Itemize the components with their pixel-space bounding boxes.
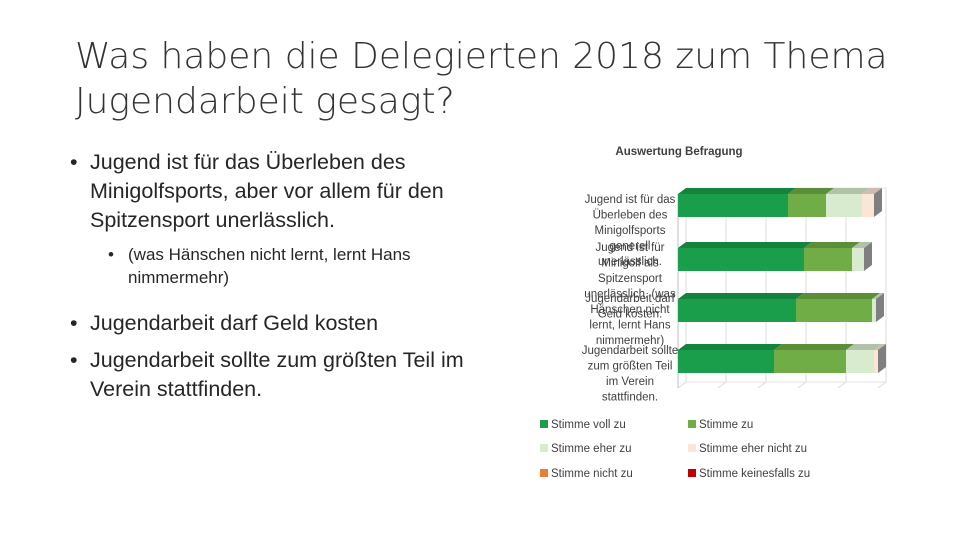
legend-label: Stimme keinesfalls zu — [699, 468, 810, 480]
bar-segment — [862, 194, 874, 217]
category-label: nimmermehr) — [596, 335, 665, 347]
bar-segment-top — [872, 293, 884, 299]
category-label: lernt, lernt Hans — [589, 320, 670, 332]
bar-segment-top — [788, 188, 834, 194]
bar-segment — [826, 194, 862, 217]
bar-end-cap — [874, 188, 882, 217]
legend-swatch — [540, 420, 548, 428]
chart-title: Auswertung Befragung — [615, 146, 742, 158]
bar-end-cap — [864, 242, 872, 271]
bar-segment — [678, 299, 796, 322]
legend-swatch — [540, 469, 548, 477]
gridline-floor — [837, 381, 847, 389]
bar-segment-top — [774, 344, 854, 350]
legend-label: Stimme voll zu — [551, 419, 626, 431]
sub-bullet-item: • (was Hänschen nicht lernt, lernt Hans … — [70, 243, 470, 289]
bar-segment — [678, 350, 774, 373]
bar-segment-top — [874, 344, 886, 350]
bar-segment-top — [862, 188, 882, 194]
slide-title-line-1: Was haben die Delegierten 2018 zum Thema — [75, 36, 888, 77]
bar-end-cap — [876, 293, 884, 322]
bar-segment — [804, 248, 852, 271]
category-label: stattfinden. — [602, 392, 658, 404]
legend-label: Stimme zu — [699, 419, 753, 431]
category-label: Jugend ist für das — [585, 194, 676, 206]
bar-segment-top — [678, 242, 812, 248]
bar-segment-top — [796, 293, 880, 299]
bar-segment-top — [678, 188, 796, 194]
bar-segment-top — [678, 344, 782, 350]
bullet-text: Jugend ist für das Überleben des Minigol… — [90, 150, 444, 232]
bar-segment — [774, 350, 846, 373]
bar-segment — [852, 248, 864, 271]
category-label: im Verein — [606, 376, 654, 388]
legend-label: Stimme eher zu — [551, 443, 632, 455]
bullet-text: Jugendarbeit sollte zum größten Teil im … — [90, 348, 464, 401]
bar-segment — [846, 350, 874, 373]
legend-swatch — [688, 444, 696, 452]
category-label: Geld kosten. — [598, 309, 663, 321]
bar-segment-top — [678, 293, 804, 299]
bullet-dot-icon: • — [70, 150, 78, 174]
gridline-floor — [677, 381, 687, 389]
bullet-item: • Jugendarbeit darf Geld kosten — [70, 309, 470, 338]
bar-segment-top — [852, 242, 872, 248]
gridline-floor — [877, 381, 887, 389]
bar-segment-top — [846, 344, 882, 350]
slide-title-line-2: Jugendarbeit gesagt? — [75, 81, 455, 122]
bullet-item: • Jugendarbeit sollte zum größten Teil i… — [70, 346, 470, 404]
category-label: zum größten Teil — [588, 361, 673, 373]
category-label: unerlässlich. — [598, 256, 662, 268]
bullet-dot-icon: • — [70, 348, 78, 372]
category-label: Spitzensport — [598, 273, 663, 285]
legend-label: Stimme eher nicht zu — [699, 443, 807, 455]
slide-title: Was haben die Delegierten 2018 zum Thema… — [75, 34, 935, 124]
gridline-floor — [797, 381, 807, 389]
legend-swatch — [688, 420, 696, 428]
category-label: Jugendarbeit sollte — [582, 345, 679, 357]
category-label: generell — [610, 241, 651, 253]
bar-segment-top — [804, 242, 860, 248]
bullet-list: • Jugend ist für das Überleben des Minig… — [70, 148, 470, 412]
category-label: unerlässlich. (was — [584, 289, 676, 301]
category-label: Hänschen nicht — [590, 304, 670, 316]
category-label: Minigolfsports — [595, 225, 666, 237]
gridline-floor — [717, 381, 727, 389]
legend-swatch — [688, 469, 696, 477]
bar-segment — [678, 248, 804, 271]
bar-segment — [872, 299, 876, 322]
bar-segment-top — [826, 188, 870, 194]
sub-bullet-text: (was Hänschen nicht lernt, lernt Hans ni… — [128, 245, 411, 287]
bar-segment — [788, 194, 826, 217]
legend-label: Stimme nicht zu — [551, 468, 633, 480]
category-label: Überleben des — [593, 210, 668, 222]
bullet-dot-icon: • — [70, 311, 78, 335]
bar-end-cap — [878, 344, 886, 373]
legend-swatch — [540, 444, 548, 452]
gridline-floor — [757, 381, 767, 389]
bar-segment — [874, 350, 878, 373]
bullet-dot-icon: • — [108, 245, 114, 264]
bullet-item: • Jugend ist für das Überleben des Minig… — [70, 148, 470, 235]
category-label: Minigolf als — [601, 258, 659, 270]
category-label: Jugendarbeit darf — [585, 293, 675, 305]
bar-segment — [796, 299, 872, 322]
category-label: Jugend ist für — [595, 242, 664, 254]
bar-segment — [678, 194, 788, 217]
bullet-text: Jugendarbeit darf Geld kosten — [90, 311, 379, 335]
